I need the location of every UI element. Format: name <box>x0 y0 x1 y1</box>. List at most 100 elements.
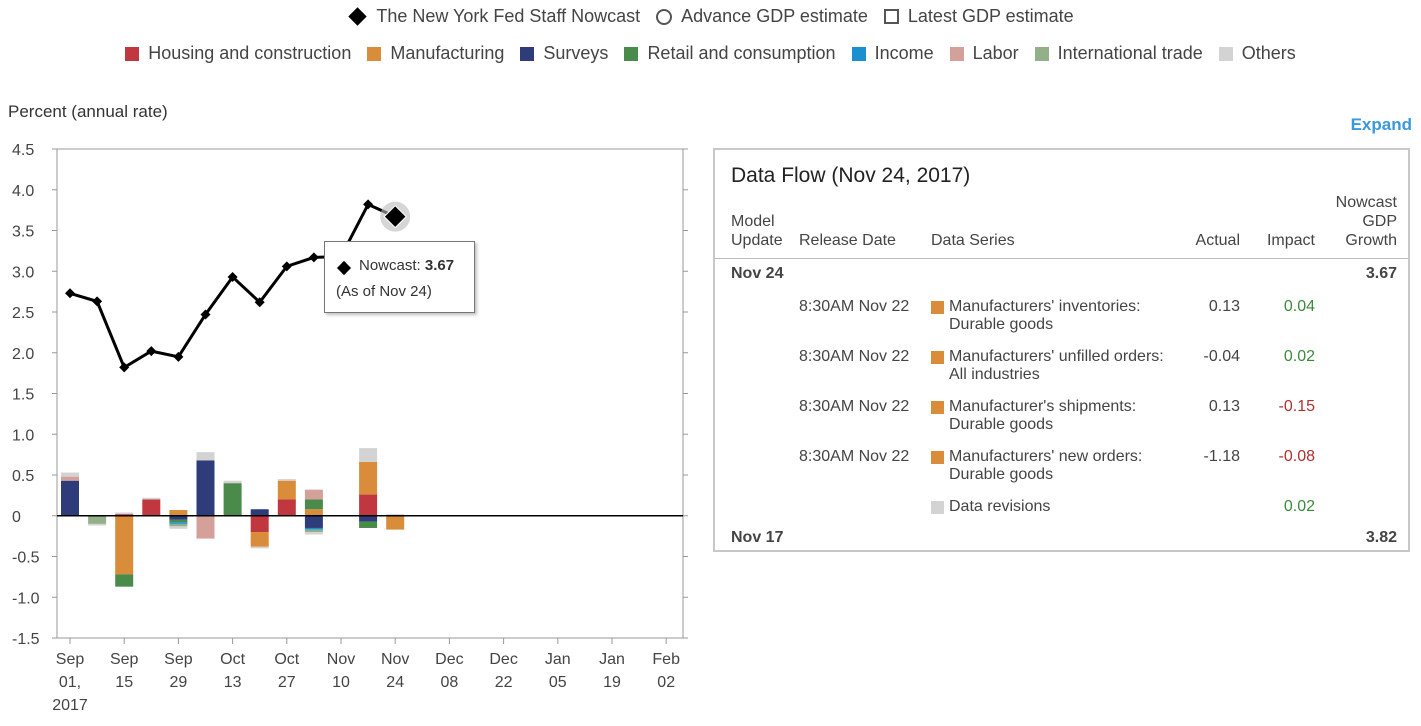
bar-segment <box>169 523 188 527</box>
series-category-swatch <box>931 451 944 464</box>
y-tick-label: 1.0 <box>12 427 34 444</box>
header-impact: Impact <box>1266 232 1315 249</box>
actual-value: 0.13 <box>1208 398 1240 415</box>
legend-item-latest-gdp[interactable]: Latest GDP estimate <box>883 6 1074 27</box>
legend-item-component[interactable]: Housing and construction <box>125 43 351 64</box>
x-tick-label: Nov <box>381 651 409 668</box>
y-tick-label: 4.5 <box>12 142 34 159</box>
legend-item-component[interactable]: Income <box>851 43 934 64</box>
nowcast-point <box>363 199 374 210</box>
legend-item-component[interactable]: Surveys <box>520 43 608 64</box>
series-category-swatch <box>931 301 944 314</box>
legend-item-component[interactable]: Labor <box>949 43 1019 64</box>
bar-segment <box>196 515 215 539</box>
series-category-swatch <box>931 351 944 364</box>
nowcast-point <box>200 309 211 320</box>
release-date: 8:30AM Nov 22 <box>799 398 910 415</box>
x-tick-label: 2017 <box>52 697 88 714</box>
x-tick-label: 08 <box>441 674 459 691</box>
legend-label: Retail and consumption <box>647 43 836 63</box>
model-update-nowcast: 3.82 <box>1365 529 1397 546</box>
y-tick-label: -1.5 <box>12 631 40 648</box>
panel-title: Data Flow (Nov 24, 2017) <box>731 164 971 187</box>
x-tick-label: Oct <box>220 651 245 668</box>
bar-segment <box>88 523 107 526</box>
model-update-date: Nov 17 <box>731 529 784 546</box>
model-update-date: Nov 24 <box>731 265 784 282</box>
tooltip-date: (As of Nov 24) <box>336 283 432 300</box>
x-tick-label: 05 <box>549 674 567 691</box>
bar-segment <box>304 489 323 500</box>
legend-item-nowcast[interactable]: The New York Fed Staff Nowcast <box>347 6 640 27</box>
release-date: 8:30AM Nov 22 <box>799 298 910 315</box>
header-nowcast: Nowcast GDP Growth <box>1295 193 1397 250</box>
bar-segment <box>359 515 378 522</box>
bar-segment <box>359 494 378 516</box>
bar-segment <box>359 461 378 495</box>
x-tick-label: 15 <box>115 674 133 691</box>
legend-components: Housing and construction Manufacturing Sur… <box>0 43 1421 64</box>
x-tick-label: Dec <box>489 651 517 668</box>
nowcast-tooltip: Nowcast: 3.67 (As of Nov 24) <box>324 241 475 313</box>
actual-value: -0.04 <box>1203 348 1240 365</box>
bar-segment <box>359 521 378 528</box>
bar-segment <box>115 574 134 587</box>
actual-value: -1.18 <box>1203 448 1240 465</box>
bar-segment <box>250 546 269 549</box>
x-tick-label: Jan <box>599 651 625 668</box>
x-tick-label: 01, <box>59 674 81 691</box>
bar-segment <box>304 532 323 535</box>
tooltip-label: Nowcast: <box>359 257 425 274</box>
y-axis-label: Percent (annual rate) <box>8 102 168 121</box>
legend-swatch <box>624 46 639 61</box>
bar-segment <box>304 529 323 533</box>
release-date: 8:30AM Nov 22 <box>799 348 910 365</box>
diamond-icon <box>336 260 352 276</box>
legend-item-advance-gdp[interactable]: Advance GDP estimate <box>656 6 868 27</box>
header-line: Growth <box>1345 232 1397 249</box>
bar-segment <box>115 514 134 516</box>
legend-swatch <box>125 46 140 61</box>
legend-label: Income <box>874 43 934 63</box>
expand-link[interactable]: Expand <box>1350 115 1412 134</box>
legend-swatch <box>520 46 535 61</box>
bar-segment <box>304 499 323 510</box>
data-series-name: Durable goods <box>949 316 1054 333</box>
nowcast-point <box>173 351 184 362</box>
nowcast-point <box>281 261 292 272</box>
legend-swatch <box>851 46 866 61</box>
circle-icon <box>656 8 673 25</box>
bar-segment <box>61 472 79 477</box>
bar-segment <box>142 497 161 500</box>
y-tick-label: 4.0 <box>12 183 34 200</box>
release-date: 8:30AM Nov 22 <box>799 448 910 465</box>
legend-item-component[interactable]: Retail and consumption <box>624 43 836 64</box>
x-tick-label: Feb <box>652 651 680 668</box>
impact-value: 0.02 <box>1283 348 1315 365</box>
bar-segment <box>169 519 188 523</box>
header-line: GDP <box>1362 213 1397 230</box>
x-tick-label: Sep <box>56 651 85 668</box>
x-tick-label: 10 <box>332 674 350 691</box>
legend-item-component[interactable]: Manufacturing <box>367 43 504 64</box>
y-tick-label: 3.0 <box>12 264 34 281</box>
legend-item-component[interactable]: International trade <box>1034 43 1203 64</box>
data-series-name: Manufacturers' unfilled orders: <box>949 348 1164 365</box>
bar-segment <box>304 527 323 530</box>
nowcast-point <box>92 296 103 307</box>
nowcast-chart: Percent (annual rate) 4.5 4.0 3.5 3.0 2.5 2.0 1… <box>8 102 688 714</box>
bar-segment <box>115 512 134 515</box>
y-tick-label: -0.5 <box>12 550 40 567</box>
series-category-swatch <box>931 501 944 514</box>
data-series-name: Manufacturers' inventories: <box>949 298 1141 315</box>
header-line: Model <box>731 213 775 230</box>
impact-value: -0.15 <box>1278 398 1315 415</box>
nowcast-point <box>146 346 157 357</box>
legend-item-component[interactable]: Others <box>1218 43 1296 64</box>
nowcast-point <box>308 252 319 263</box>
legend-swatch <box>367 46 382 61</box>
nowcast-point <box>65 288 75 299</box>
bar-segment <box>277 499 296 516</box>
bar-segment <box>250 509 269 516</box>
data-series-name: Data revisions <box>949 498 1051 515</box>
